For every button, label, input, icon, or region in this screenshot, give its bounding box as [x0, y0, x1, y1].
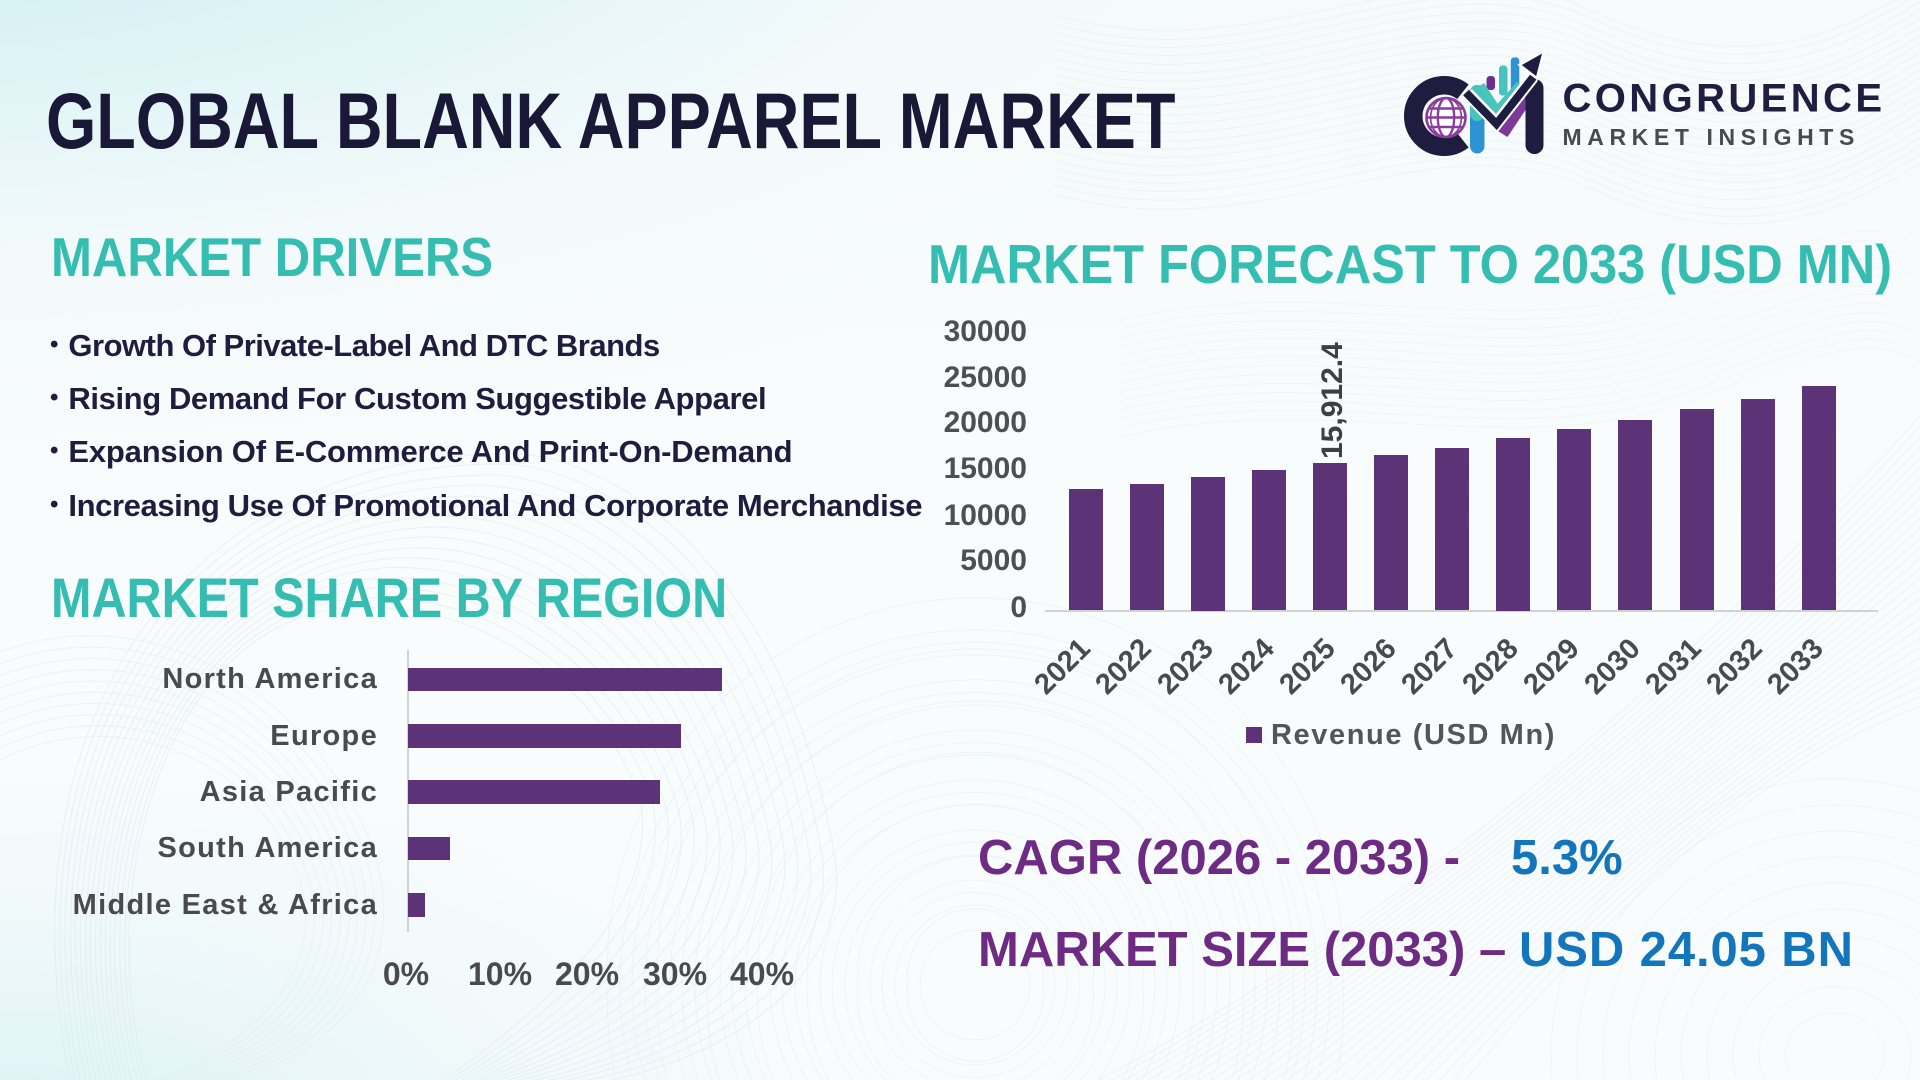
svg-text:MARKET INSIGHTS: MARKET INSIGHTS	[1563, 124, 1860, 150]
svg-text:CONGRUENCE: CONGRUENCE	[1563, 76, 1886, 120]
